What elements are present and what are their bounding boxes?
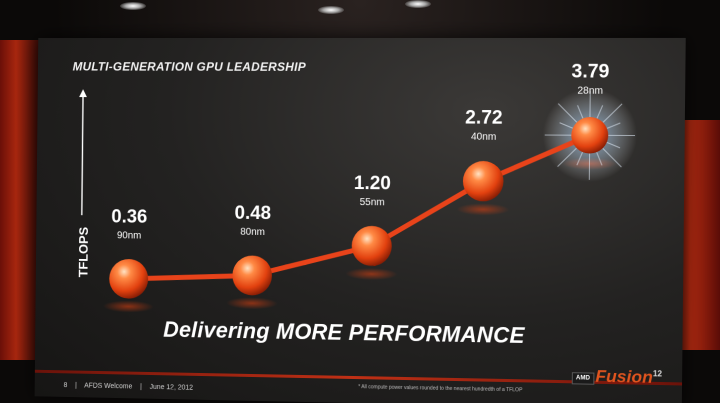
marker-reflection [457, 203, 510, 216]
ceiling-light [405, 0, 431, 8]
process-node-label: 55nm [332, 197, 412, 209]
process-node-label: 28nm [549, 85, 631, 96]
process-node-label: 90nm [90, 230, 168, 242]
series-line [129, 133, 590, 286]
data-value-label: 3.79 [549, 61, 631, 83]
presentation-slide: MULTI-GENERATION GPU LEADERSHIP TFLOPS [35, 38, 686, 403]
data-value-label: 1.20 [332, 173, 412, 196]
amd-logo-badge: AMD [572, 372, 594, 385]
footer-separator: | [140, 384, 142, 391]
footer-separator: | [75, 382, 77, 389]
fusion-logo-text: Fusion [595, 367, 653, 387]
footer-page-number: 8 [64, 382, 68, 389]
fusion-logo: Fusion12 [595, 367, 662, 389]
process-node-label: 80nm [213, 226, 292, 238]
data-point-marker [232, 255, 272, 295]
marker-reflection [345, 268, 397, 281]
data-point-marker [109, 259, 148, 299]
data-value-label: 2.72 [443, 107, 524, 130]
data-point-marker [352, 226, 392, 267]
marker-reflection [103, 300, 154, 313]
data-value-label: 0.48 [213, 202, 292, 225]
footer-date: June 12, 2012 [150, 384, 193, 392]
process-node-label: 40nm [443, 132, 524, 144]
data-point-marker [463, 161, 504, 202]
ceiling-light [120, 2, 146, 10]
ceiling-light [318, 6, 344, 14]
data-value-label: 0.36 [90, 206, 168, 229]
marker-reflection [226, 297, 277, 310]
fusion-logo-superscript: 12 [653, 369, 662, 378]
footer-event: AFDS Welcome [84, 383, 132, 391]
stage-backdrop-left [0, 40, 40, 360]
